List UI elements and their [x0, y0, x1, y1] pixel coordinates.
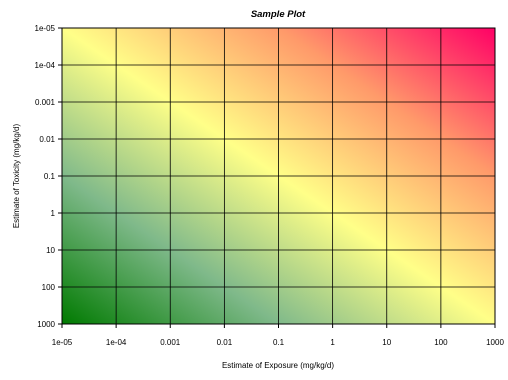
- y-tick-label: 1e-04: [35, 61, 56, 70]
- x-tick-label: 0.01: [217, 338, 233, 347]
- y-tick-label: 0.001: [35, 98, 56, 107]
- y-axis-title: Estimate of Toxicity (mg/kg/d): [12, 124, 21, 229]
- y-tick-label: 1e-05: [35, 24, 56, 33]
- x-tick-label: 1000: [486, 338, 504, 347]
- y-tick-label: 100: [42, 283, 56, 292]
- y-axis-ticks: 1e-05 1e-04 0.001 0.01 0.1 1 10 100 1000: [35, 24, 62, 329]
- chart-title: Sample Plot: [251, 9, 306, 20]
- x-tick-label: 100: [434, 338, 448, 347]
- y-tick-label: 1: [51, 209, 56, 218]
- x-axis-ticks: 1e-05 1e-04 0.001 0.01 0.1 1 10 100 1000: [52, 324, 504, 347]
- x-tick-label: 1e-04: [106, 338, 127, 347]
- y-tick-label: 0.01: [39, 135, 55, 144]
- x-tick-label: 1: [330, 338, 335, 347]
- x-tick-label: 1e-05: [52, 338, 73, 347]
- y-tick-label: 1000: [37, 320, 55, 329]
- x-tick-label: 0.001: [160, 338, 181, 347]
- x-tick-label: 0.1: [273, 338, 285, 347]
- x-tick-label: 10: [382, 338, 391, 347]
- y-tick-label: 10: [46, 246, 55, 255]
- y-tick-label: 0.1: [44, 172, 56, 181]
- x-axis-title: Estimate of Exposure (mg/kg/d): [222, 361, 334, 370]
